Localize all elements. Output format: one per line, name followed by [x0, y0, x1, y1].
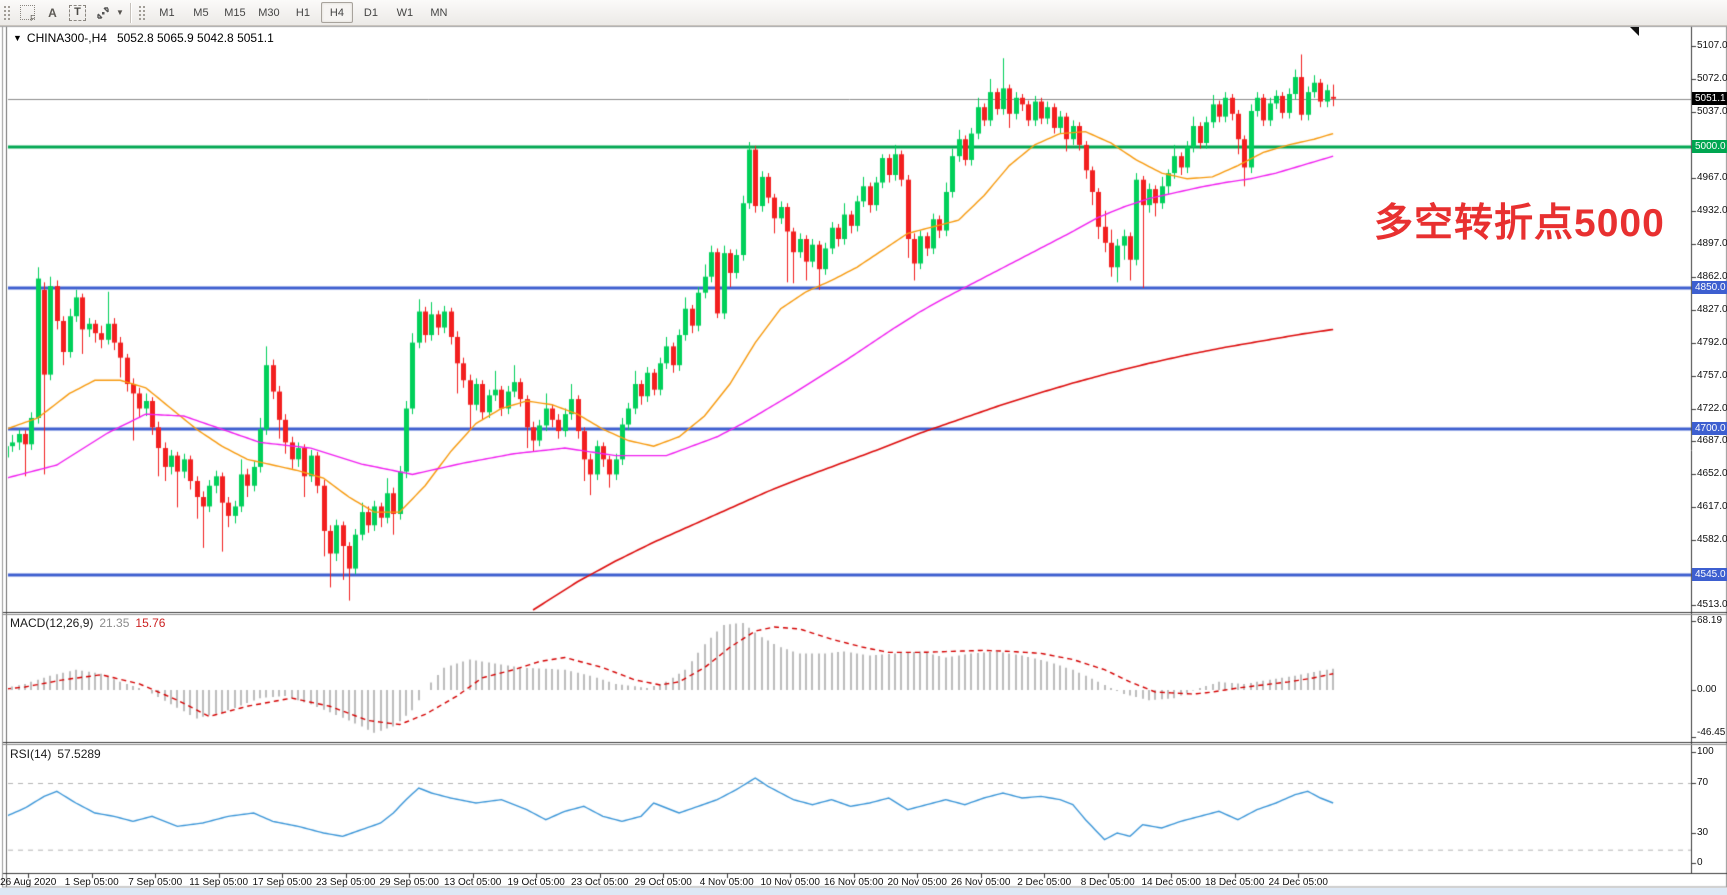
time-tick-label: 23 Sep 05:00	[315, 877, 376, 888]
chart-title-symbol: CHINA300-,H4	[26, 31, 107, 45]
tf-button-H4[interactable]: H4	[320, 2, 353, 23]
text-box-icon[interactable]: T	[66, 2, 89, 23]
tf-button-H1[interactable]: H1	[295, 6, 310, 19]
chart-title-ohlc: 5052.8 5065.9 5042.8 5051.1	[116, 31, 274, 45]
time-tick-label: 26 Aug 2020	[0, 877, 57, 888]
price-badge: 5051.1	[1692, 91, 1727, 105]
macd-axis-label: -46.45	[1697, 727, 1726, 738]
price-tick-label: 5037.0	[1697, 105, 1727, 117]
time-tick-label: 11 Sep 05:00	[189, 877, 249, 888]
time-tick-label: 14 Dec 05:00	[1141, 877, 1201, 888]
time-tick-label: 7 Sep 05:00	[128, 877, 183, 888]
rsi-axis-label: 100	[1697, 746, 1714, 757]
price-tick-label: 5107.0	[1697, 40, 1727, 51]
price-badge: 4700.0	[1692, 422, 1727, 436]
macd-main-value: 21.35	[99, 616, 130, 630]
macd-axis-label: 68.19	[1697, 614, 1723, 626]
time-tick-label: 29 Oct 05:00	[634, 877, 692, 888]
chart-menu-caret-icon[interactable]: ▼	[13, 33, 22, 43]
arrange-windows-icon[interactable]	[91, 2, 114, 23]
chart-shift-icon[interactable]: F	[16, 2, 39, 23]
price-badge: 4850.0	[1692, 280, 1727, 294]
time-tick-label: 13 Oct 05:00	[444, 877, 502, 888]
tf-button-W1[interactable]: W1	[396, 6, 414, 19]
toolbar-drag-handle[interactable]	[137, 4, 146, 21]
chart-shift-marker-icon	[1630, 27, 1639, 36]
rsi-axis-label: 70	[1697, 777, 1709, 788]
toolbar: F A T ▼ M1 M5 M15 M30 H1 H4 D1 W1 MN	[0, 0, 1727, 26]
diagonal-arrows-icon	[96, 6, 109, 19]
time-tick-label: 17 Sep 05:00	[252, 877, 312, 888]
price-tick-label: 4513.0	[1697, 599, 1727, 611]
time-tick-label: 18 Dec 05:00	[1204, 877, 1265, 888]
time-tick-label: 26 Nov 05:00	[950, 877, 1011, 888]
time-tick-label: 1 Sep 05:00	[64, 877, 119, 888]
price-tick-label: 4932.0	[1697, 204, 1727, 216]
price-tick-label: 4582.0	[1697, 534, 1727, 546]
timeframe-button-group: M1 M5 M15 M30 H1 H4 D1 W1 MN	[150, 2, 456, 23]
rsi-name: RSI(14)	[10, 747, 52, 761]
tf-button-D1[interactable]: D1	[363, 6, 378, 19]
text-label-icon[interactable]: A	[48, 5, 57, 20]
macd-signal-value: 15.76	[135, 616, 166, 630]
tf-button-MN[interactable]: MN	[430, 6, 448, 19]
rsi-value: 57.5289	[57, 747, 101, 761]
time-tick-label: 2 Dec 05:00	[1017, 877, 1072, 888]
time-tick-label: 4 Nov 05:00	[699, 877, 754, 888]
tf-button-M30[interactable]: M30	[258, 6, 280, 19]
status-strip	[0, 888, 1727, 895]
price-badge: 4545.0	[1692, 568, 1727, 582]
price-tick-label: 4617.0	[1697, 501, 1727, 513]
toolbar-drag-handle[interactable]	[3, 4, 11, 21]
time-tick-label: 29 Sep 05:00	[379, 877, 439, 888]
price-tick-label: 4897.0	[1697, 237, 1727, 249]
dropdown-caret-icon[interactable]: ▼	[116, 8, 124, 17]
chart-annotation-text: 多空转折点5000	[1374, 202, 1665, 245]
macd-axis-label: 0.00	[1697, 684, 1717, 695]
time-tick-label: 8 Dec 05:00	[1080, 877, 1135, 888]
macd-name: MACD(12,26,9)	[10, 616, 94, 630]
price-tick-label: 4862.0	[1697, 270, 1727, 282]
price-tick-label: 4687.0	[1697, 435, 1727, 447]
time-tick-label: 19 Oct 05:00	[507, 877, 565, 888]
price-tick-label: 5072.0	[1697, 72, 1727, 84]
rsi-axis-label: 0	[1697, 857, 1703, 868]
price-tick-label: 4722.0	[1697, 402, 1727, 414]
price-tick-label: 4792.0	[1697, 336, 1727, 348]
time-tick-label: 24 Dec 05:00	[1268, 877, 1328, 888]
price-tick-label: 4967.0	[1697, 171, 1727, 183]
time-tick-label: 23 Oct 05:00	[571, 877, 629, 888]
price-tick-label: 4757.0	[1697, 369, 1727, 381]
time-tick-label: 16 Nov 05:00	[823, 877, 884, 888]
rsi-indicator-label: RSI(14) 57.5289	[10, 747, 101, 761]
macd-indicator-label: MACD(12,26,9) 21.35 15.76	[10, 616, 165, 630]
price-badge: 5000.0	[1692, 139, 1727, 153]
price-tick-label: 4652.0	[1697, 468, 1727, 480]
time-tick-label: 10 Nov 05:00	[760, 877, 820, 888]
time-tick-label: 20 Nov 05:00	[887, 877, 947, 888]
toolbar-separator	[129, 2, 131, 23]
chart-title[interactable]: ▼ CHINA300-,H4 5052.8 5065.9 5042.8 5051.1	[13, 31, 274, 45]
tf-button-M1[interactable]: M1	[159, 6, 175, 19]
tf-button-M15[interactable]: M15	[224, 6, 246, 19]
rsi-axis-label: 30	[1697, 827, 1709, 838]
tf-button-M5[interactable]: M5	[193, 6, 209, 19]
price-tick-label: 4827.0	[1697, 303, 1727, 315]
